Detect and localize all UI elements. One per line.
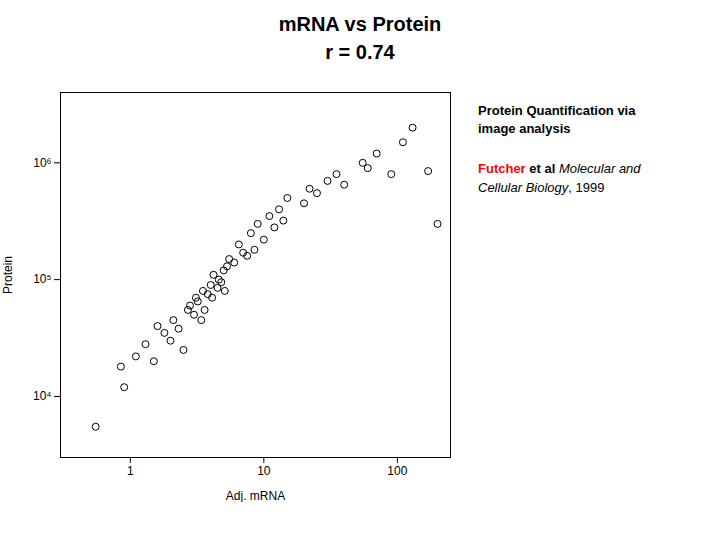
svg-text:Adj. mRNA: Adj. mRNA — [226, 489, 285, 503]
svg-text:1: 1 — [127, 464, 134, 478]
svg-text:10⁶: 10⁶ — [33, 156, 51, 170]
svg-text:100: 100 — [387, 464, 407, 478]
html-text:Protein Quantification via ima: Protein Quantification via image analysi… — [478, 103, 636, 137]
html-text:mRNA vs Protein: mRNA vs Protein — [278, 13, 442, 35]
html-text:Futcher et al Molecular and Ce: Futcher et al Molecular and Cellular Bio… — [478, 161, 641, 195]
html-text:r = 0.74: r = 0.74 — [325, 41, 395, 63]
svg-text:Protein: Protein — [1, 256, 15, 294]
svg-text:10⁴: 10⁴ — [33, 389, 52, 403]
svg-text:10: 10 — [257, 464, 271, 478]
svg-text:10⁵: 10⁵ — [33, 272, 51, 286]
